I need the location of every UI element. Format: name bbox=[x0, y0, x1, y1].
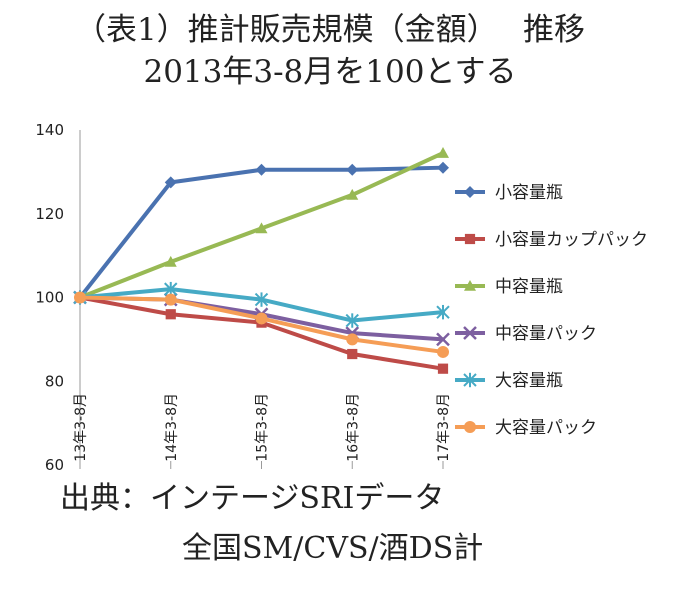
data-point bbox=[164, 255, 177, 267]
legend-label: 小容量瓶 bbox=[495, 183, 563, 203]
series-line bbox=[78, 295, 445, 371]
data-point bbox=[437, 345, 449, 358]
x-tick-label: 17年3-8月 bbox=[436, 393, 452, 462]
y-tick-label: 100 bbox=[35, 289, 64, 307]
data-point bbox=[436, 304, 450, 320]
legend-item: 小容量瓶 bbox=[455, 183, 563, 203]
legend-label: 大容量パック bbox=[495, 418, 597, 438]
y-tick-label: 120 bbox=[35, 205, 64, 223]
source-scope: 全国SM/CVS/酒DS計 bbox=[182, 531, 484, 566]
series-layer bbox=[73, 147, 450, 374]
legend-marker bbox=[464, 186, 476, 198]
source-note: 出典：インテージSRIデータ bbox=[60, 481, 445, 516]
x-tick-label: 16年3-8月 bbox=[345, 393, 361, 462]
legend-marker bbox=[464, 233, 476, 245]
x-tick-label: 13年3-8月 bbox=[73, 393, 89, 462]
data-point bbox=[255, 222, 268, 234]
data-point bbox=[255, 163, 268, 176]
legend-marker bbox=[463, 372, 477, 388]
legend-item: 大容量パック bbox=[455, 418, 597, 438]
data-point bbox=[436, 332, 450, 347]
data-point bbox=[437, 147, 449, 158]
chart-title: （表1）推計販売規模（金額） 推移 bbox=[74, 12, 586, 48]
series-6 bbox=[74, 291, 449, 358]
data-point bbox=[437, 363, 449, 374]
data-point bbox=[164, 293, 177, 306]
legend-label: 大容量瓶 bbox=[495, 371, 563, 391]
y-axis-ticks: 60 80 100 120 140 bbox=[35, 121, 64, 474]
data-point bbox=[255, 312, 268, 325]
legend-label: 中容量瓶 bbox=[495, 277, 563, 297]
data-point bbox=[345, 313, 359, 328]
x-axis-ticks: 13年3-8月 14年3-8月 15年3-8月 16年3-8月 17年3-8月 bbox=[73, 393, 452, 469]
legend-item: 小容量カップパック bbox=[455, 230, 648, 250]
data-point bbox=[254, 292, 269, 307]
legend-item: 中容量パック bbox=[455, 324, 597, 344]
legend-marker bbox=[464, 280, 476, 291]
data-point bbox=[347, 348, 358, 360]
series-5 bbox=[73, 281, 450, 328]
y-tick-label: 60 bbox=[45, 456, 64, 474]
legend-label: 小容量カップパック bbox=[495, 230, 648, 250]
data-point bbox=[164, 176, 177, 189]
data-point bbox=[346, 163, 359, 176]
legend-marker bbox=[463, 326, 477, 340]
data-point bbox=[346, 188, 359, 200]
data-point bbox=[437, 161, 449, 174]
legend-item: 大容量瓶 bbox=[455, 371, 563, 391]
y-tick-label: 140 bbox=[35, 121, 64, 139]
data-point bbox=[74, 291, 86, 304]
legend-item: 中容量瓶 bbox=[455, 277, 563, 297]
x-tick-label: 15年3-8月 bbox=[255, 393, 271, 462]
data-point bbox=[165, 309, 176, 320]
chart-subtitle: 2013年3-8月を100とする bbox=[143, 54, 517, 90]
y-tick-label: 80 bbox=[45, 372, 64, 390]
legend-marker bbox=[464, 421, 476, 433]
x-tick-label: 14年3-8月 bbox=[164, 393, 180, 462]
legend-label: 中容量パック bbox=[495, 324, 597, 344]
data-point bbox=[346, 333, 359, 346]
